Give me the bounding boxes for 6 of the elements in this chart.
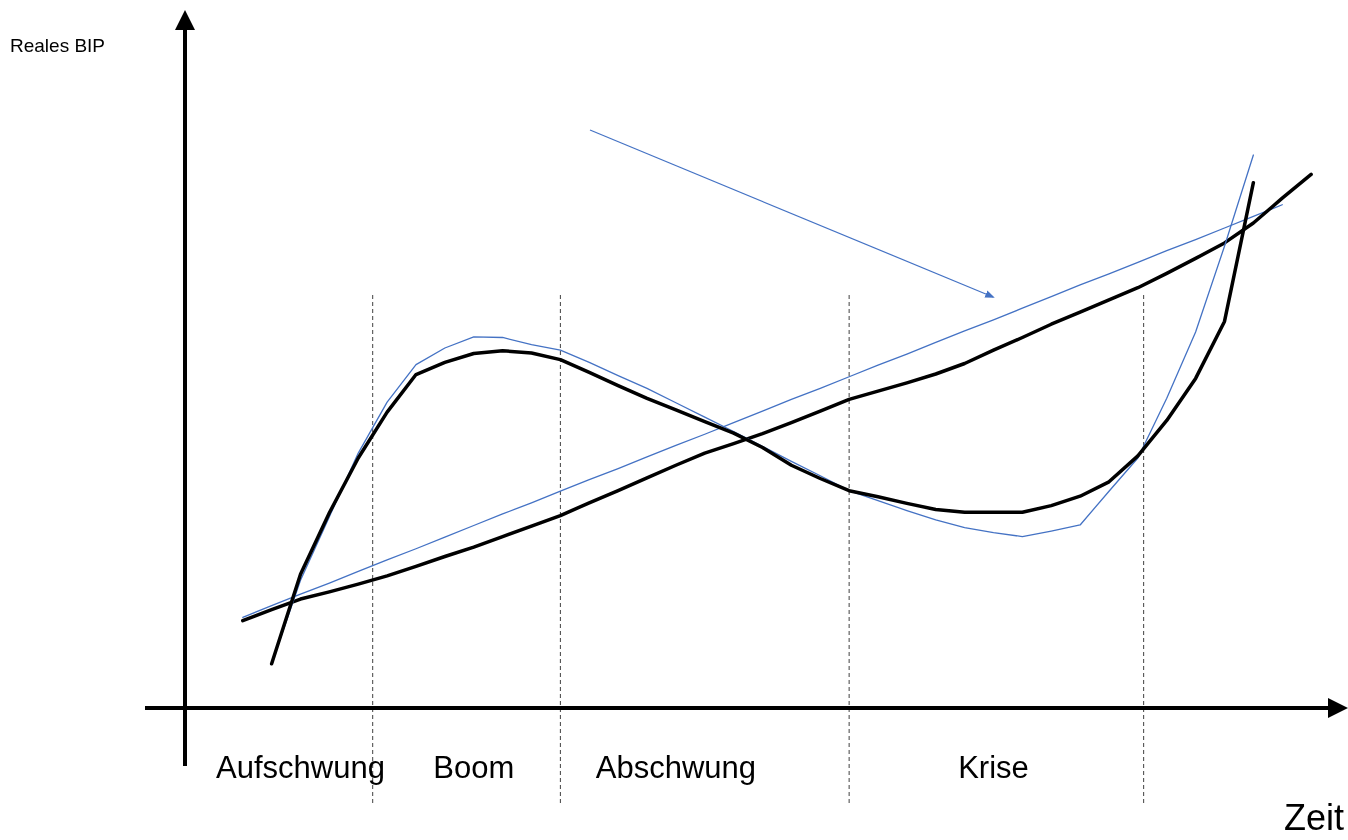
x-axis-title: Zeit	[1283, 797, 1344, 838]
text: Reales BIP	[10, 35, 106, 56]
x-tick-label: Krise	[958, 750, 1029, 785]
x-tick-label: Aufschwung	[216, 750, 385, 785]
x-tick-label: Boom	[433, 750, 515, 785]
x-tick-label: Abschwung	[595, 750, 757, 785]
